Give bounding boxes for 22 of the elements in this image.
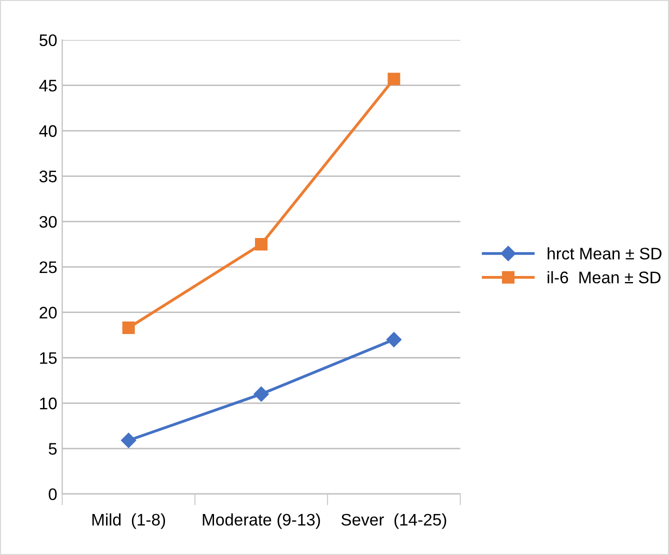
point [254,238,268,251]
y-tick-label: 10 [40,398,57,410]
y-tick-label: 20 [40,306,57,319]
y-tick-label: 30 [39,216,57,228]
point [120,432,136,448]
point [122,322,135,334]
legend-label: il-6 Mean ± SD [548,271,661,284]
x-tick-label: Mild (1-8) [92,513,166,529]
y-tick-label: 50 [39,34,57,46]
legend-label: hrct Mean ± SD [548,247,662,260]
y-tick-label: 0 [48,488,57,500]
y-tick-label: 15 [40,352,57,364]
y-tick-label: 5 [48,443,57,455]
x-tick-label: Sever (14-25) [341,513,446,529]
y-tick-label: 25 [40,261,57,274]
point [388,72,400,86]
y-tick-label: 35 [39,170,57,182]
point [386,332,402,348]
y-tick-label: 45 [39,80,57,92]
point [254,386,269,402]
y-tick-label: 40 [39,125,57,137]
x-tick-label: Moderate (9-13) [202,513,320,529]
